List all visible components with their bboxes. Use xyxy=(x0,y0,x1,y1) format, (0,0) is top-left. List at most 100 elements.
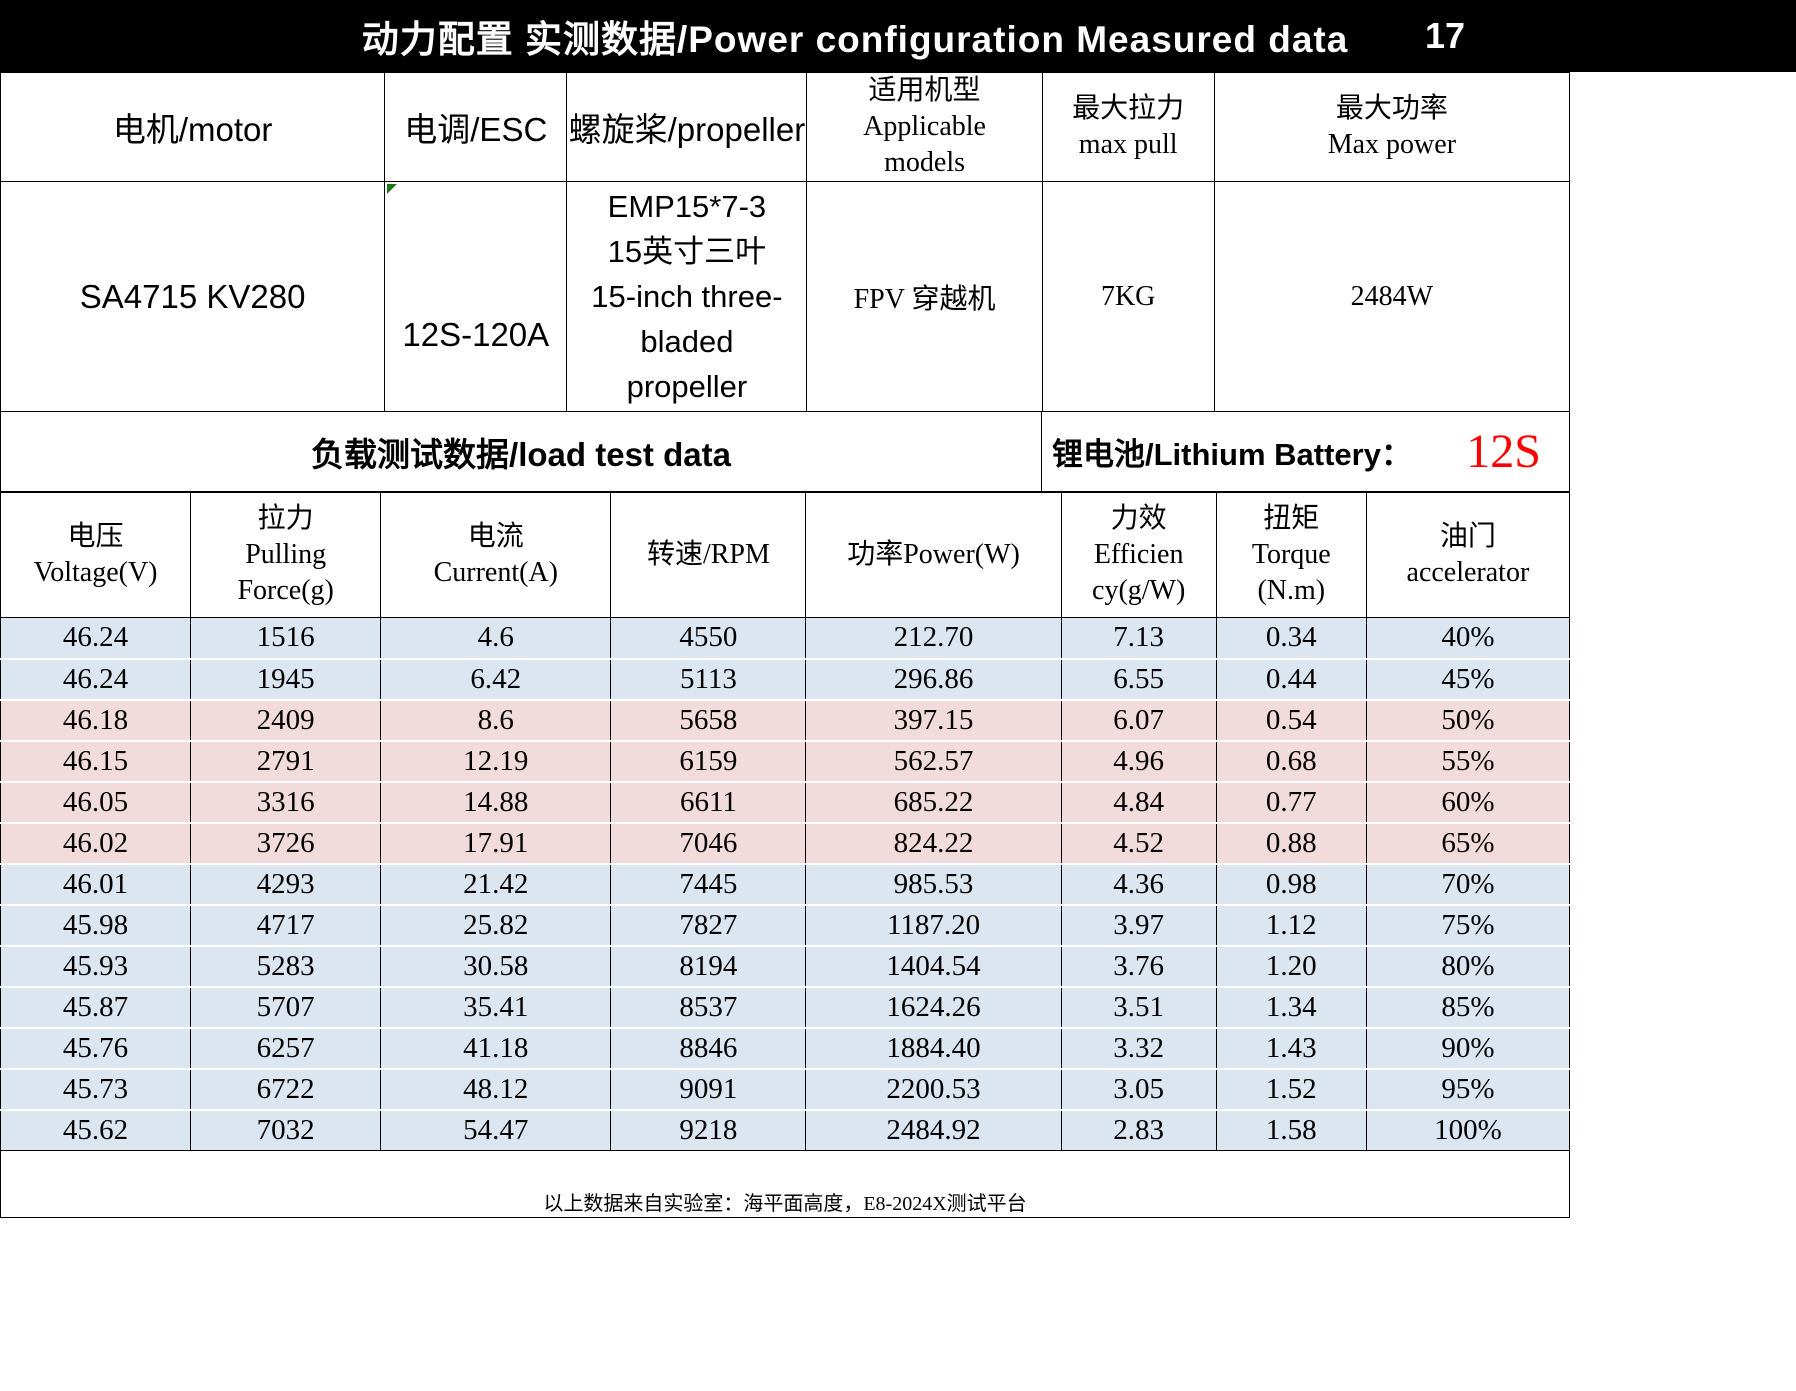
cell-efficiency: 6.07 xyxy=(1060,698,1217,742)
cell-torque: 1.43 xyxy=(1215,1026,1367,1070)
cell-rpm: 6611 xyxy=(610,780,807,824)
cell-pulling-force: 3316 xyxy=(190,780,382,824)
cell-current: 14.88 xyxy=(380,780,612,824)
cell-voltage: 46.24 xyxy=(0,617,192,660)
cell-current: 48.12 xyxy=(380,1067,612,1111)
cell-pulling-force: 6257 xyxy=(190,1026,382,1070)
cell-current: 8.6 xyxy=(380,698,612,742)
cell-rpm: 5658 xyxy=(610,698,807,742)
cell-efficiency: 4.96 xyxy=(1060,739,1217,783)
cell-rpm: 8194 xyxy=(610,944,807,988)
col-header-max-power: 最大功率 Max power xyxy=(1213,72,1571,182)
cell-efficiency: 3.76 xyxy=(1060,944,1217,988)
cell-voltage: 45.73 xyxy=(0,1067,192,1111)
cell-max-power: 2484W xyxy=(1213,181,1571,412)
cell-torque: 1.58 xyxy=(1215,1108,1367,1151)
cell-throttle: 40% xyxy=(1365,617,1571,660)
cell-pulling-force: 3726 xyxy=(190,821,382,865)
cell-applicable-model: FPV 穿越机 xyxy=(806,181,1043,412)
load-data-row: 46.15 2791 12.19 6159 562.57 4.96 0.68 5… xyxy=(0,739,1571,783)
cell-efficiency: 3.51 xyxy=(1060,985,1217,1029)
col-header-power: 功率Power(W) xyxy=(805,492,1062,618)
cell-voltage: 46.15 xyxy=(0,739,192,783)
cell-rpm: 9218 xyxy=(610,1108,807,1151)
battery-info: 锂电池/Lithium Battery： 12S xyxy=(1042,412,1569,491)
cell-throttle: 80% xyxy=(1365,944,1571,988)
cell-voltage: 45.93 xyxy=(0,944,192,988)
cell-efficiency: 2.83 xyxy=(1060,1108,1217,1151)
load-data-row: 45.73 6722 48.12 9091 2200.53 3.05 1.52 … xyxy=(0,1067,1571,1111)
cell-pulling-force: 1945 xyxy=(190,657,382,701)
cell-throttle: 70% xyxy=(1365,862,1571,906)
cell-efficiency: 4.36 xyxy=(1060,862,1217,906)
col-header-throttle: 油门 accelerator xyxy=(1365,492,1571,618)
cell-throttle: 60% xyxy=(1365,780,1571,824)
cell-esc: 12S-120A xyxy=(384,181,568,412)
cell-torque: 1.20 xyxy=(1215,944,1367,988)
cell-pulling-force: 2791 xyxy=(190,739,382,783)
title-bar: 动力配置 实测数据/Power configuration Measured d… xyxy=(0,0,1796,72)
col-header-motor: 电机/motor xyxy=(0,72,386,182)
cell-throttle: 45% xyxy=(1365,657,1571,701)
cell-pulling-force: 5283 xyxy=(190,944,382,988)
cell-pulling-force: 2409 xyxy=(190,698,382,742)
cell-rpm: 6159 xyxy=(610,739,807,783)
page-title: 动力配置 实测数据/Power configuration Measured d… xyxy=(361,19,1349,60)
cell-torque: 1.52 xyxy=(1215,1067,1367,1111)
load-data-row: 46.24 1516 4.6 4550 212.70 7.13 0.34 40% xyxy=(0,617,1571,660)
load-header-row: 电压 Voltage(V) 拉力 Pulling Force(g) 电流 Cur… xyxy=(0,492,1571,618)
cell-power: 296.86 xyxy=(805,657,1062,701)
cell-torque: 1.12 xyxy=(1215,903,1367,947)
load-test-table: 电压 Voltage(V) 拉力 Pulling Force(g) 电流 Cur… xyxy=(0,492,1571,1151)
cell-current: 54.47 xyxy=(380,1108,612,1151)
cell-voltage: 45.98 xyxy=(0,903,192,947)
cell-rpm: 7445 xyxy=(610,862,807,906)
cell-current: 17.91 xyxy=(380,821,612,865)
page-number: 17 xyxy=(1425,15,1466,56)
empty-row xyxy=(0,1151,1570,1193)
load-data-row: 45.98 4717 25.82 7827 1187.20 3.97 1.12 … xyxy=(0,903,1571,947)
cell-current: 12.19 xyxy=(380,739,612,783)
cell-rpm: 7827 xyxy=(610,903,807,947)
cell-voltage: 46.02 xyxy=(0,821,192,865)
cell-efficiency: 4.84 xyxy=(1060,780,1217,824)
cell-pulling-force: 1516 xyxy=(190,617,382,660)
cell-pulling-force: 6722 xyxy=(190,1067,382,1111)
cell-current: 21.42 xyxy=(380,862,612,906)
cell-efficiency: 6.55 xyxy=(1060,657,1217,701)
cell-rpm: 8846 xyxy=(610,1026,807,1070)
col-header-torque: 扭矩 Torque (N.m) xyxy=(1215,492,1367,618)
cell-rpm: 8537 xyxy=(610,985,807,1029)
col-header-applicable-models: 适用机型 Applicable models xyxy=(806,72,1043,182)
cell-efficiency: 4.52 xyxy=(1060,821,1217,865)
col-header-esc: 电调/ESC xyxy=(384,72,568,182)
cell-max-pull: 7KG xyxy=(1041,181,1215,412)
cell-power: 1884.40 xyxy=(805,1026,1062,1070)
cell-propeller: EMP15*7-3 15英寸三叶 15-inch three- bladed p… xyxy=(566,181,808,412)
cell-current: 35.41 xyxy=(380,985,612,1029)
cell-power: 562.57 xyxy=(805,739,1062,783)
col-header-rpm: 转速/RPM xyxy=(610,492,807,618)
cell-torque: 0.68 xyxy=(1215,739,1367,783)
cell-pulling-force: 4717 xyxy=(190,903,382,947)
cell-power: 985.53 xyxy=(805,862,1062,906)
cell-current: 25.82 xyxy=(380,903,612,947)
load-data-row: 46.01 4293 21.42 7445 985.53 4.36 0.98 7… xyxy=(0,862,1571,906)
cell-power: 1187.20 xyxy=(805,903,1062,947)
cell-power: 1404.54 xyxy=(805,944,1062,988)
cell-power: 397.15 xyxy=(805,698,1062,742)
cell-pulling-force: 4293 xyxy=(190,862,382,906)
cell-power: 2484.92 xyxy=(805,1108,1062,1151)
cell-voltage: 46.24 xyxy=(0,657,192,701)
cell-torque: 0.44 xyxy=(1215,657,1367,701)
col-header-pulling-force: 拉力 Pulling Force(g) xyxy=(190,492,382,618)
cell-throttle: 100% xyxy=(1365,1108,1571,1151)
cell-voltage: 46.01 xyxy=(0,862,192,906)
cell-efficiency: 3.32 xyxy=(1060,1026,1217,1070)
cell-voltage: 46.05 xyxy=(0,780,192,824)
col-header-voltage: 电压 Voltage(V) xyxy=(0,492,192,618)
spec-header-row: 电机/motor 电调/ESC 螺旋桨/propeller 适用机型 Appli… xyxy=(0,72,1571,182)
cell-rpm: 7046 xyxy=(610,821,807,865)
cell-efficiency: 3.97 xyxy=(1060,903,1217,947)
